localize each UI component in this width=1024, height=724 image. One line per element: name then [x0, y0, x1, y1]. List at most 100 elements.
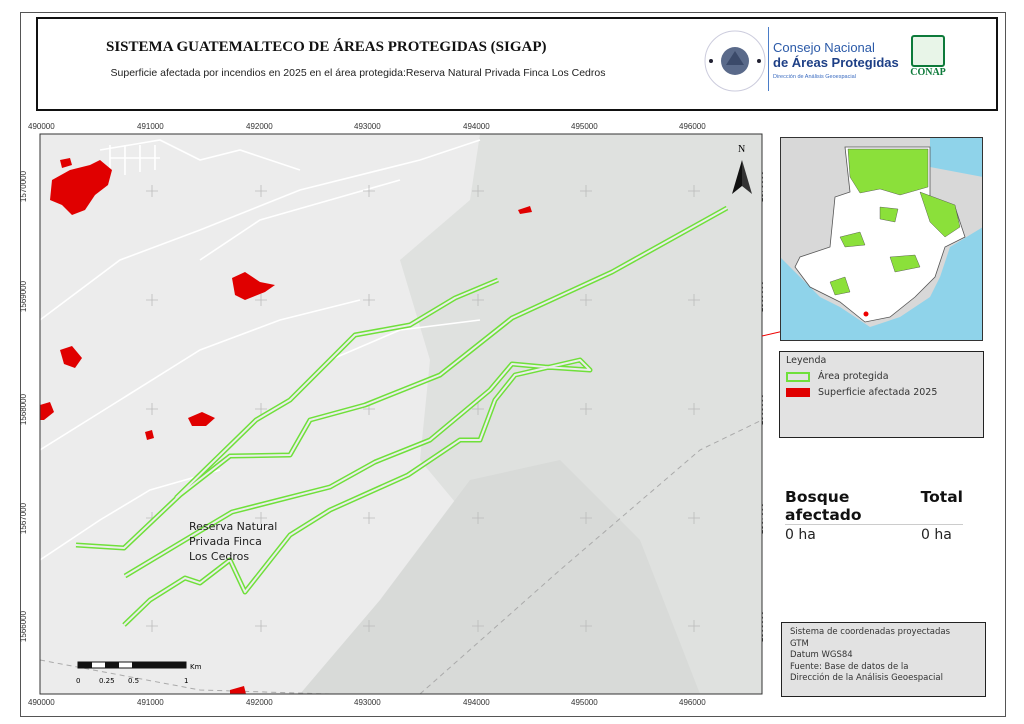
burned-area — [145, 430, 154, 440]
grid-cross — [580, 620, 592, 632]
grid-cross — [146, 185, 158, 197]
north-arrow — [732, 160, 752, 194]
location-marker — [863, 311, 869, 317]
legend-swatch-fill — [786, 388, 810, 397]
x-tick: 495000 — [571, 698, 598, 707]
x-tick: 494000 — [463, 698, 490, 707]
x-tick: 496000 — [679, 122, 706, 131]
info-panel: Sistema de coordenadas proyectadas GTM D… — [781, 622, 986, 697]
roads — [40, 139, 481, 561]
guatemala-seal-logo — [704, 30, 766, 92]
map-frame — [39, 133, 763, 695]
burned-area — [60, 346, 82, 368]
grid-cross — [255, 185, 267, 197]
boundary-line — [40, 659, 331, 694]
x-tick: 490000 — [28, 122, 55, 131]
info-line: Sistema de coordenadas proyectadas — [790, 627, 951, 637]
info-line: Dirección de la Análisis Geoespacial — [790, 673, 943, 683]
legend-label: Superficie afectada 2025 — [818, 387, 938, 398]
grid-cross — [146, 294, 158, 306]
burned-area — [230, 686, 246, 694]
conap-logo-text: CONAP — [910, 67, 946, 78]
stats-header: Total — [920, 488, 963, 506]
burned-area — [50, 160, 112, 215]
logo-divider — [768, 27, 769, 91]
grid-cross — [255, 620, 267, 632]
legend-swatch-outline — [786, 371, 810, 382]
info-line: GTM — [790, 638, 809, 649]
x-tick: 496000 — [679, 698, 706, 707]
legend-title: Leyenda — [786, 355, 827, 366]
inset-map — [780, 137, 983, 341]
grid-cross — [255, 512, 267, 524]
protected-area[interactable] — [75, 205, 729, 627]
x-tick: 493000 — [354, 122, 381, 131]
x-tick: 490000 — [28, 698, 55, 707]
grid-cross — [363, 620, 375, 632]
scale-bar — [77, 661, 187, 669]
stats-value: 0 ha — [785, 527, 816, 543]
north-label: N — [738, 144, 745, 155]
grid-cross — [688, 512, 700, 524]
grid-cross — [580, 403, 592, 415]
logo-text: Consejo Nacional — [773, 40, 875, 55]
area-label: Reserva Natural Privada Finca Los Cedros — [189, 520, 281, 563]
grid-cross — [146, 403, 158, 415]
legend-panel: Leyenda Área protegida Superficie afecta… — [779, 351, 984, 438]
grid-cross — [688, 403, 700, 415]
burned-area — [40, 402, 54, 420]
burned-area — [232, 272, 275, 300]
grid-cross — [688, 294, 700, 306]
grid-cross — [472, 185, 484, 197]
legend-item-protected-area: Área protegida — [780, 371, 983, 382]
burned-area — [60, 158, 72, 168]
map-header: SISTEMA GUATEMALTECO DE ÁREAS PROTEGIDAS… — [36, 17, 998, 111]
info-line: Datum WGS84 — [790, 650, 853, 660]
x-tick: 493000 — [354, 698, 381, 707]
x-tick: 491000 — [137, 698, 164, 707]
legend-label: Área protegida — [818, 371, 889, 382]
boundary-line — [419, 419, 762, 694]
logo-text: de Áreas Protegidas — [773, 55, 899, 70]
logo-text: Dirección de Análisis Geoespacial — [773, 74, 856, 80]
scale-label: 0.5 — [128, 677, 139, 685]
grid-cross — [472, 403, 484, 415]
x-tick: 495000 — [571, 122, 598, 131]
grid-cross — [363, 294, 375, 306]
burned-area — [518, 206, 532, 214]
conap-logo: CONAP — [908, 35, 948, 78]
scale-unit: Km — [190, 663, 202, 671]
info-line: Fuente: Base de datos de la — [790, 661, 909, 672]
x-tick: 491000 — [137, 122, 164, 131]
grid-cross — [580, 294, 592, 306]
grid-cross — [688, 185, 700, 197]
grid-cross — [255, 294, 267, 306]
map-title: SISTEMA GUATEMALTECO DE ÁREAS PROTEGIDAS… — [106, 39, 547, 55]
page-frame — [20, 12, 1006, 717]
x-tick: 494000 — [463, 122, 490, 131]
scale-label: 1 — [184, 677, 188, 685]
grid-cross — [472, 512, 484, 524]
burned-areas — [40, 158, 532, 694]
consejo-logo: Consejo Nacional de Áreas Protegidas Dir… — [773, 40, 899, 85]
scale-label: 0.25 — [99, 677, 115, 685]
x-tick: 492000 — [246, 698, 273, 707]
stats-table: Bosque afectado Total 0 ha 0 ha — [785, 488, 963, 543]
grid-cross — [472, 294, 484, 306]
grid-cross — [472, 620, 484, 632]
x-tick: 492000 — [246, 122, 273, 131]
grid-cross — [363, 185, 375, 197]
stats-value: 0 ha — [921, 527, 952, 543]
grid-cross — [146, 620, 158, 632]
scale-label: 0 — [76, 677, 80, 685]
grid-cross — [363, 512, 375, 524]
legend-item-burned: Superficie afectada 2025 — [780, 387, 983, 398]
grid-cross — [580, 185, 592, 197]
burned-area — [188, 412, 215, 426]
grid-cross — [255, 403, 267, 415]
grid-cross — [688, 620, 700, 632]
grid-crosses — [146, 185, 700, 632]
terrain-shade — [300, 460, 700, 694]
map-subtitle: Superficie afectada por incendios en 202… — [110, 67, 606, 79]
